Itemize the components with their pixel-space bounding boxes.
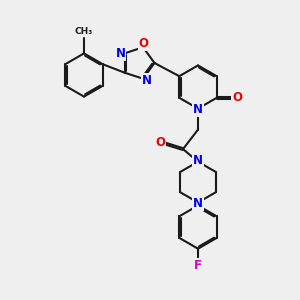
Text: N: N bbox=[116, 47, 125, 60]
Text: F: F bbox=[194, 259, 202, 272]
Text: N: N bbox=[142, 74, 152, 87]
Text: O: O bbox=[155, 136, 165, 149]
Text: N: N bbox=[193, 103, 203, 116]
Text: CH₃: CH₃ bbox=[75, 27, 93, 36]
Text: O: O bbox=[139, 37, 149, 50]
Text: N: N bbox=[193, 197, 203, 210]
Text: O: O bbox=[232, 91, 242, 104]
Text: N: N bbox=[193, 154, 203, 167]
